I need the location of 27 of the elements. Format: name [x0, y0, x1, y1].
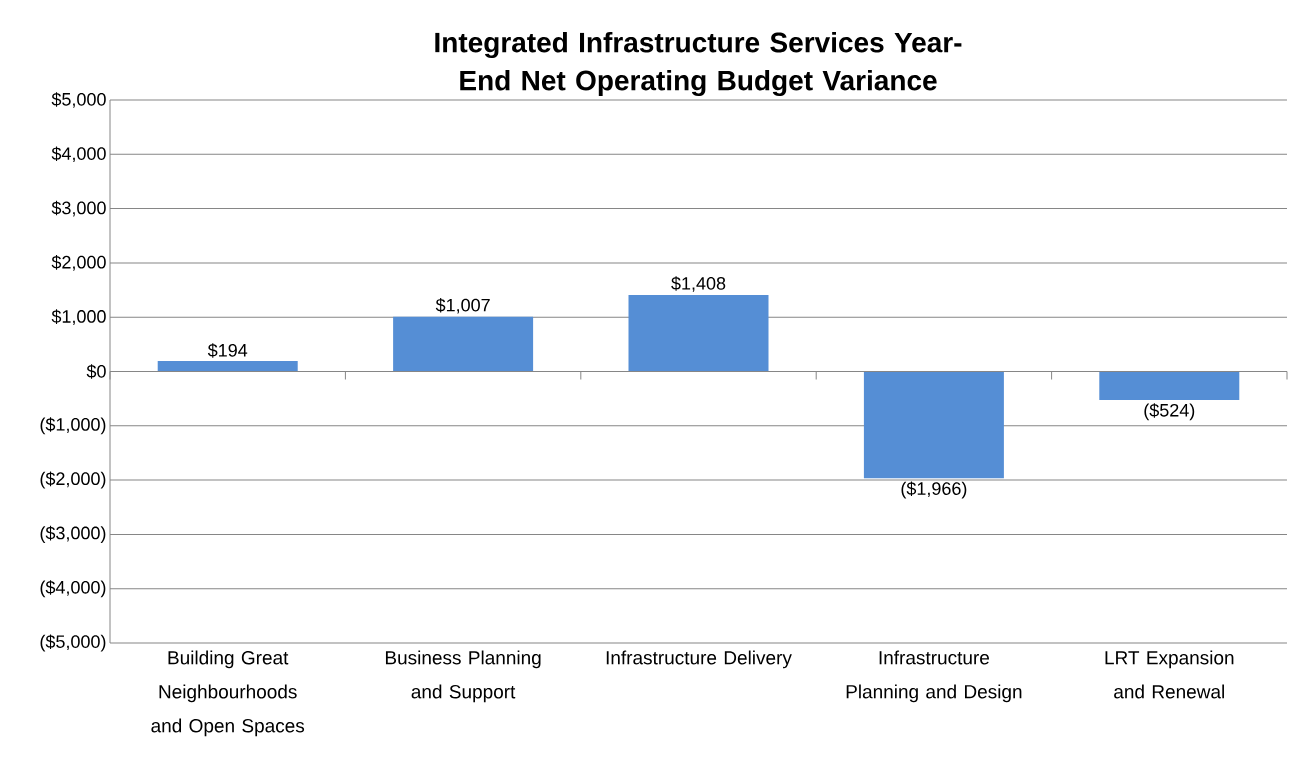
y-tick-label: $2,000 — [51, 255, 106, 271]
y-tick-label: $3,000 — [51, 200, 106, 217]
y-tick-label: $4,000 — [51, 146, 106, 163]
x-tick-label: Infrastructure Delivery — [606, 650, 792, 669]
bar — [393, 316, 534, 372]
data-label: $1,007 — [435, 297, 490, 314]
data-label: $1,408 — [671, 276, 726, 292]
x-tick-label: Business Planning and Support — [385, 650, 541, 703]
data-label: ($1,966) — [901, 481, 967, 499]
x-tick-label: LRT Expansion and Renewal — [1105, 650, 1234, 699]
y-tick-label: ($5,000) — [40, 634, 106, 652]
y-tick-label: ($3,000) — [40, 525, 106, 543]
y-tick-label: ($4,000) — [40, 580, 106, 598]
x-tick-label: Infrastructure Planning and Design — [846, 650, 1022, 703]
bar — [157, 360, 298, 372]
chart-title: Integrated Infrastructure Services Year-End Net Operating Budget Variance — [435, 31, 962, 97]
y-tick-label: $1,000 — [51, 309, 106, 325]
y-tick-label: $5,000 — [51, 92, 106, 108]
bar — [628, 295, 769, 372]
data-label: ($524) — [1144, 403, 1195, 421]
x-tick-label: Building Great Neighbourhoods and Open Spaces — [151, 650, 305, 737]
bar — [863, 371, 1004, 479]
bar — [1099, 371, 1240, 400]
y-tick-label: ($1,000) — [40, 417, 106, 435]
y-tick-label: ($2,000) — [40, 471, 106, 489]
data-label: $194 — [207, 343, 248, 358]
y-tick-label: $0 — [86, 364, 106, 379]
